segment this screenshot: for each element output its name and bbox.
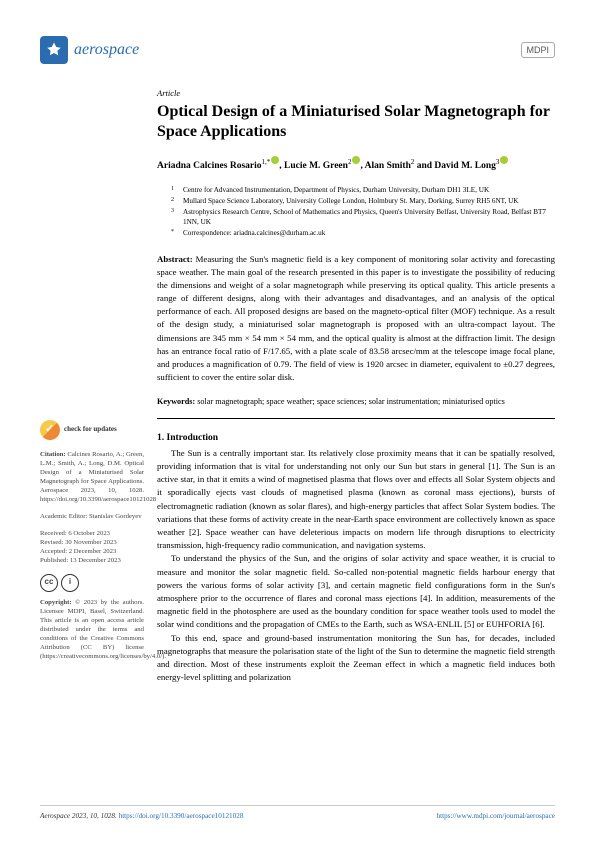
by-icon: i xyxy=(61,574,79,592)
author-2: , Lucie M. Green xyxy=(279,161,348,171)
editor-block: Academic Editor: Stanislav Gordeyev xyxy=(40,512,144,521)
journal-brand: aerospace xyxy=(40,36,139,64)
para: The Sun is a centrally important star. I… xyxy=(157,447,555,553)
para: To understand the physics of the Sun, an… xyxy=(157,552,555,631)
check-updates[interactable]: check for updates xyxy=(40,420,144,440)
rocket-icon xyxy=(40,36,68,64)
check-updates-label: check for updates xyxy=(64,426,117,434)
author-3: , Alan Smith xyxy=(360,161,410,171)
footer-left: Aerospace 2023, 10, 1028. https://doi.or… xyxy=(40,812,243,820)
footer-right-link[interactable]: https://www.mdpi.com/journal/aerospace xyxy=(437,812,556,820)
page-footer: Aerospace 2023, 10, 1028. https://doi.or… xyxy=(40,805,555,820)
keywords-text: solar magnetograph; space weather; space… xyxy=(197,397,505,406)
doi-link[interactable]: https://doi.org/10.3390/aerospace1012102… xyxy=(119,812,244,820)
orcid-icon xyxy=(500,156,508,164)
page-header: aerospace MDPI xyxy=(40,36,555,64)
citation-block: Citation: Calcines Rosario, A.; Green, L… xyxy=(40,450,144,504)
article-title: Optical Design of a Miniaturised Solar M… xyxy=(157,102,555,142)
author-1-sup: 1,* xyxy=(262,158,271,166)
cc-badges: cc i xyxy=(40,574,144,592)
affiliations: 1Centre for Advanced Instrumentation, De… xyxy=(157,185,555,238)
main-column: Article Optical Design of a Miniaturised… xyxy=(157,88,555,684)
affil-row: 1Centre for Advanced Instrumentation, De… xyxy=(171,185,555,195)
article-type: Article xyxy=(157,88,555,98)
check-updates-icon xyxy=(40,420,60,440)
sidebar: check for updates Citation: Calcines Ros… xyxy=(40,420,144,669)
affil-row: *Correspondence: ariadna.calcines@durham… xyxy=(171,228,555,238)
authors: Ariadna Calcines Rosario1,* , Lucie M. Gr… xyxy=(157,156,555,171)
affil-row: 2Mullard Space Science Laboratory, Unive… xyxy=(171,196,555,206)
author-2-sup: 2 xyxy=(348,158,352,166)
keywords-label: Keywords: xyxy=(157,397,195,406)
copyright-block: Copyright: © 2023 by the authors. Licens… xyxy=(40,598,144,661)
affil-row: 3Astrophysics Research Centre, School of… xyxy=(171,207,555,227)
body-text: The Sun is a centrally important star. I… xyxy=(157,447,555,684)
abstract: Abstract: Measuring the Sun's magnetic f… xyxy=(157,253,555,385)
keywords: Keywords: solar magnetograph; space weat… xyxy=(157,396,555,407)
section-title: 1. Introduction xyxy=(157,433,555,443)
publisher-logo: MDPI xyxy=(521,42,556,58)
dates-block: Received: 6 October 2023 Revised: 30 Nov… xyxy=(40,529,144,565)
abstract-text: Measuring the Sun's magnetic field is a … xyxy=(157,254,555,383)
author-4-sup: 3 xyxy=(496,158,500,166)
author-1: Ariadna Calcines Rosario xyxy=(157,161,262,171)
journal-name: aerospace xyxy=(74,41,139,59)
author-4: and David M. Long xyxy=(414,161,496,171)
cc-icon: cc xyxy=(40,574,58,592)
section-divider xyxy=(157,418,555,419)
abstract-label: Abstract: xyxy=(157,254,193,264)
para: To this end, space and ground-based inst… xyxy=(157,632,555,685)
